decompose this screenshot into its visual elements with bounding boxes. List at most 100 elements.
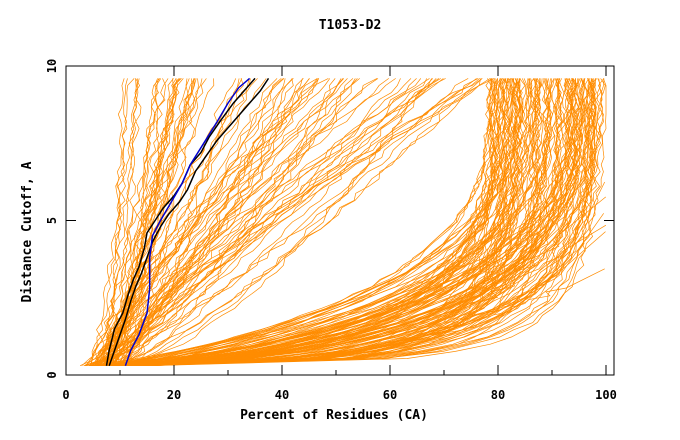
model-curve [150, 78, 579, 367]
model-curve [107, 78, 510, 367]
model-curve [131, 78, 536, 367]
model-curve [130, 78, 491, 366]
model-curve [101, 78, 179, 366]
chart-title: T1053-D2 [319, 18, 382, 33]
model-curve [89, 78, 135, 366]
model-curve [121, 78, 512, 367]
model-curve [151, 78, 496, 367]
model-curve [128, 78, 430, 366]
highlight-series-line-blue-2 [124, 77, 251, 366]
model-curve [136, 78, 505, 367]
model-curve [135, 196, 607, 367]
model-curve [98, 78, 190, 366]
model-curve [139, 78, 558, 367]
model-curve [104, 78, 190, 366]
model-curve [146, 78, 581, 367]
model-curve [143, 78, 584, 367]
model-curve [101, 78, 494, 367]
model-curve [128, 78, 544, 367]
model-curve [118, 78, 482, 367]
model-curve [84, 78, 412, 366]
model-curve [116, 78, 590, 367]
model-curve [140, 78, 513, 367]
model-curve [110, 78, 193, 366]
model-curve [134, 78, 573, 367]
model-curve [104, 78, 592, 367]
x-tick-label: 0 [62, 388, 69, 402]
model-curve [100, 78, 532, 367]
model-curve [93, 78, 304, 367]
model-curve [152, 78, 507, 367]
x-tick-label: 40 [275, 388, 289, 402]
model-curve [150, 78, 552, 367]
model-curve [127, 78, 439, 366]
model-curve [130, 78, 564, 367]
model-curve [141, 78, 594, 367]
highlighted-model-curves [105, 77, 270, 366]
y-axis-label: Distance Cutoff, A [20, 161, 35, 302]
model-curve [81, 78, 294, 366]
model-curve [120, 78, 243, 366]
model-curve [117, 78, 561, 367]
model-curve [151, 78, 597, 367]
model-curve [121, 78, 595, 367]
model-curve [93, 78, 505, 367]
highlight-series-line-black-0 [105, 77, 256, 366]
model-curve [91, 78, 318, 366]
model-curve [108, 78, 348, 366]
model-curve [96, 78, 378, 366]
x-tick-label: 60 [383, 388, 397, 402]
model-curve [139, 78, 541, 367]
y-axis: 0 5 10 [45, 59, 614, 379]
x-tick-label: 20 [167, 388, 181, 402]
model-curve [102, 78, 181, 366]
model-curve [94, 78, 159, 366]
model-curve [113, 78, 483, 367]
model-curve [105, 78, 174, 366]
model-curve [90, 78, 422, 366]
x-tick-label: 100 [595, 388, 617, 402]
y-tick-label: 0 [45, 371, 59, 378]
y-tick-label: 5 [45, 217, 59, 224]
model-curve [93, 78, 479, 367]
model-curve [121, 78, 428, 366]
model-curve [110, 78, 509, 367]
model-curve [101, 78, 593, 367]
model-curve [120, 224, 607, 367]
model-curve [120, 78, 597, 367]
x-tick-label: 80 [491, 388, 505, 402]
model-curve [101, 78, 195, 366]
model-curve [116, 78, 559, 367]
model-curve [101, 78, 469, 367]
model-curve [97, 78, 518, 367]
x-axis-label: Percent of Residues (CA) [240, 408, 428, 423]
model-curve [131, 78, 494, 367]
model-curve [100, 78, 571, 367]
model-curve [146, 78, 594, 367]
model-curve [140, 78, 582, 367]
model-curve [124, 268, 605, 367]
model-curve [97, 78, 564, 367]
model-curve [127, 78, 576, 367]
model-curve [123, 78, 345, 367]
model-curve [84, 78, 354, 367]
x-axis: 0 20 40 60 80 100 [62, 66, 617, 402]
model-curve [94, 78, 169, 366]
model-curve [120, 78, 432, 367]
model-curve [96, 78, 582, 367]
model-curve [85, 78, 162, 366]
model-curve [97, 78, 596, 367]
model-curve [100, 78, 542, 367]
model-curve [104, 78, 180, 366]
model-curve [85, 78, 543, 367]
model-curve [132, 231, 606, 367]
model-curve [151, 78, 506, 367]
model-curve [122, 78, 549, 367]
model-curve [120, 78, 434, 367]
model-curve [140, 78, 493, 367]
y-tick-label: 10 [45, 59, 59, 73]
model-curve [140, 78, 499, 367]
model-curve [112, 78, 483, 366]
model-curve [95, 78, 603, 367]
